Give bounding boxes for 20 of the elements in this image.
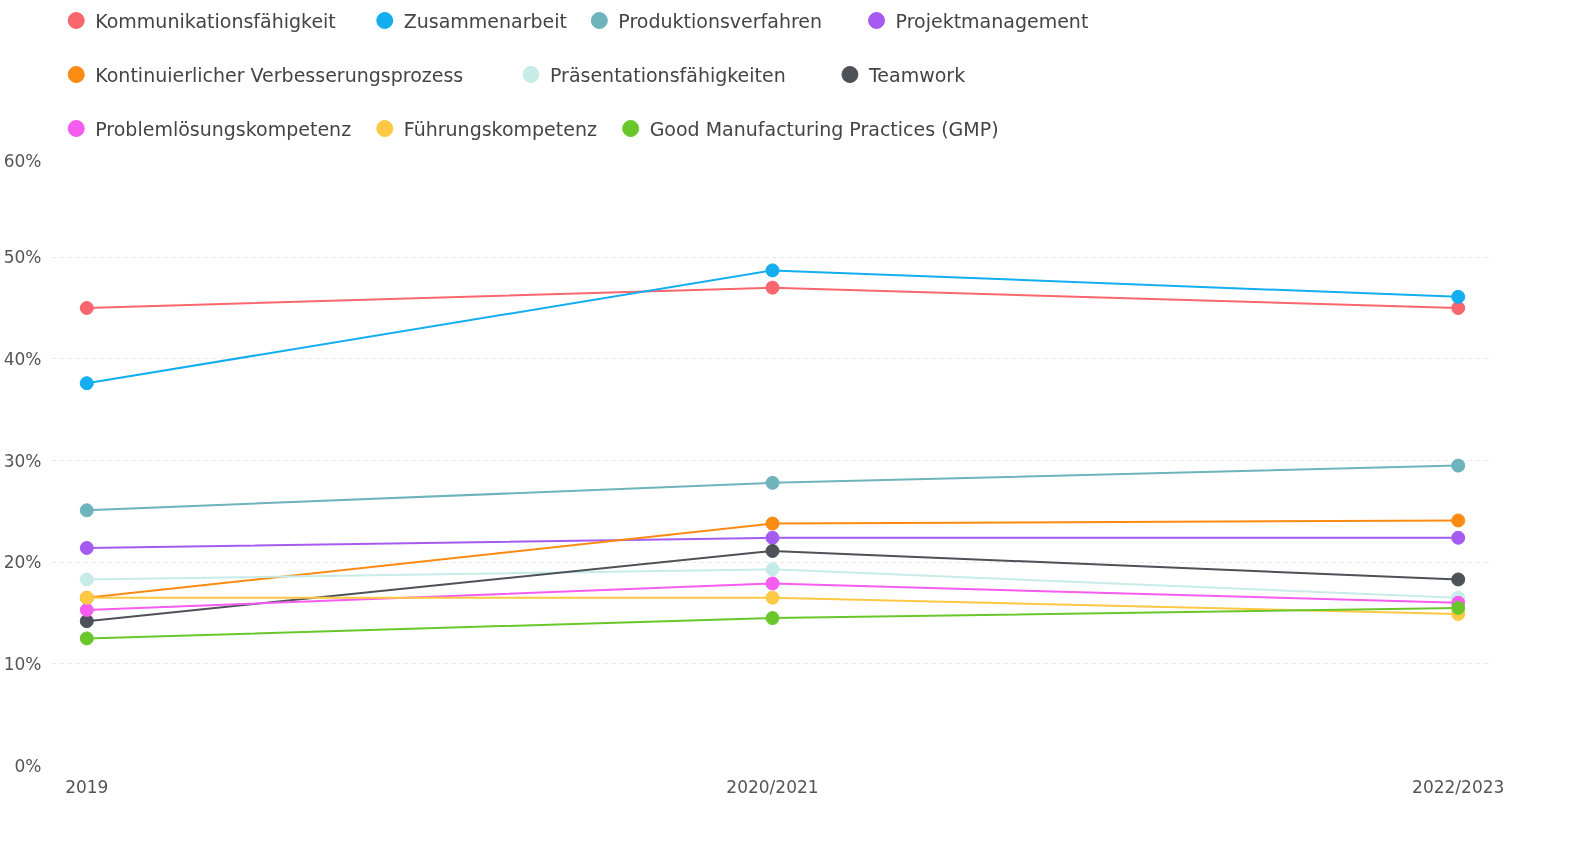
y-tick-label: 0%: [14, 755, 42, 776]
legend-label: Good Manufacturing Practices (GMP): [649, 117, 999, 140]
legend-label: Projektmanagement: [895, 9, 1089, 32]
legend-label: Kontinuierlicher Verbesserungsprozess: [95, 63, 464, 86]
y-tick-label: 50%: [3, 247, 42, 268]
legend-label: Kommunikationsfähigkeit: [95, 9, 336, 32]
legend-label: Führungskompetenz: [403, 117, 597, 140]
legend-label: Zusammenarbeit: [403, 9, 568, 32]
x-tick-label: 2019: [65, 776, 109, 797]
y-tick-label: 20%: [3, 552, 42, 573]
legend-label: Problemlösungskompetenz: [95, 117, 352, 140]
y-tick-label: 10%: [3, 653, 42, 674]
legend-label: Präsentationsfähigkeiten: [549, 63, 786, 86]
y-tick-label: 40%: [3, 348, 42, 369]
legend-label: Teamwork: [867, 63, 966, 86]
y-tick-label: 60%: [3, 150, 42, 171]
x-tick-label: 2022/2023: [1412, 776, 1505, 797]
legend-label: Produktionsverfahren: [618, 9, 823, 32]
x-tick-label: 2020/2021: [726, 776, 819, 797]
y-tick-label: 30%: [3, 450, 42, 471]
